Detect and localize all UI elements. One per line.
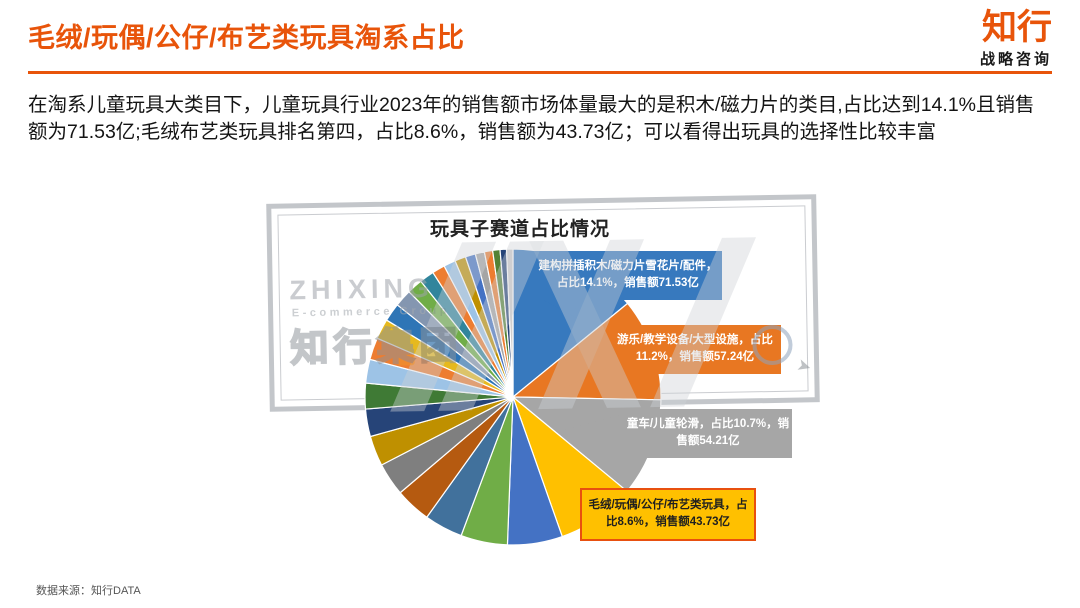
pie-callout-play-equipment: 游乐/教学设备/大型设施，占比 11.2%，销售额57.24亿 bbox=[609, 325, 781, 374]
watermark-brand-sub-en: E-commerce Group bbox=[291, 304, 451, 320]
pie-slice bbox=[385, 304, 514, 398]
pie-slice bbox=[420, 271, 514, 398]
pie-slice bbox=[464, 253, 514, 398]
watermark-brand-en: ZHIXING bbox=[289, 272, 435, 306]
pie-slice bbox=[499, 248, 514, 398]
pie-callout-plush-toys: 毛绒/玩偶/公仔/布艺类玩具，占 比8.6%，销售额43.73亿 bbox=[580, 488, 756, 541]
pie-slice bbox=[506, 396, 563, 546]
callout-line: 11.2%，销售额57.24亿 bbox=[635, 351, 755, 364]
callout-line: 游乐/教学设备/大型设施，占比 bbox=[617, 334, 773, 346]
brand-logo-main: 知行 bbox=[981, 8, 1052, 47]
data-source-note: 数据来源：知行DATA bbox=[36, 585, 141, 597]
watermark-arrow-icon: ➤ bbox=[794, 354, 814, 378]
callout-tail-orange bbox=[553, 331, 609, 393]
callout-line: 售额54.21亿 bbox=[676, 435, 740, 448]
pie-slice bbox=[454, 256, 514, 398]
watermark-logo-stroke bbox=[438, 240, 545, 411]
callout-line: 比8.6%，销售额43.73亿 bbox=[606, 516, 730, 529]
callout-line: 童车/儿童轮滑，占比10.7%，销 bbox=[626, 418, 790, 430]
intro-paragraph: 在淘系儿童玩具大类目下，儿童玩具行业2023年的销售额市场体量最大的是积木/磁力… bbox=[28, 94, 1035, 143]
pie-slice bbox=[492, 248, 514, 398]
pie-slice bbox=[408, 280, 514, 398]
pie-slice bbox=[505, 248, 514, 398]
pie-slice bbox=[369, 337, 514, 398]
pie-slice bbox=[380, 396, 514, 494]
pie-slice bbox=[364, 382, 514, 410]
pie-slice bbox=[396, 291, 514, 398]
watermark-logo-square bbox=[396, 347, 415, 366]
chart-title: 玩具子赛道占比情况 bbox=[429, 219, 610, 240]
pie-slice bbox=[399, 396, 514, 518]
callout-line: 占比14.1%，销售额71.53亿 bbox=[557, 277, 699, 290]
callout-line: 毛绒/玩偶/公仔/布艺类玩具，占 bbox=[588, 499, 748, 511]
pie-slice bbox=[426, 396, 514, 537]
pie-slice bbox=[432, 265, 514, 398]
callout-line: 建构拼插积木/磁力片雪花片/配件， bbox=[538, 260, 718, 272]
pie-slice bbox=[474, 251, 514, 398]
brand-logo-sub: 战略咨询 bbox=[979, 50, 1052, 68]
pie-callout-kids-vehicles: 童车/儿童轮滑，占比10.7%，销 售额54.21亿 bbox=[624, 409, 792, 458]
pie-slice bbox=[443, 260, 514, 398]
watermark-logo-stroke bbox=[390, 241, 497, 412]
pie-slice bbox=[376, 319, 514, 398]
pie-slice bbox=[369, 396, 514, 466]
pie-slice bbox=[483, 249, 514, 398]
pie-slice bbox=[365, 358, 514, 398]
pie-slice bbox=[460, 396, 514, 546]
callout-tail-gray bbox=[564, 414, 624, 454]
brand-logo: 知行 战略咨询 bbox=[979, 8, 1052, 69]
title-divider bbox=[28, 71, 1052, 74]
page-title: 毛绒/玩偶/公仔/布艺类玩具淘系占比 bbox=[28, 23, 465, 53]
pie-callout-building-blocks: 建构拼插积木/磁力片雪花片/配件， 占比14.1%，销售额71.53亿 bbox=[534, 251, 722, 300]
watermark-brand-cn: 知行集团 bbox=[289, 324, 464, 371]
pie-slice bbox=[364, 396, 514, 438]
